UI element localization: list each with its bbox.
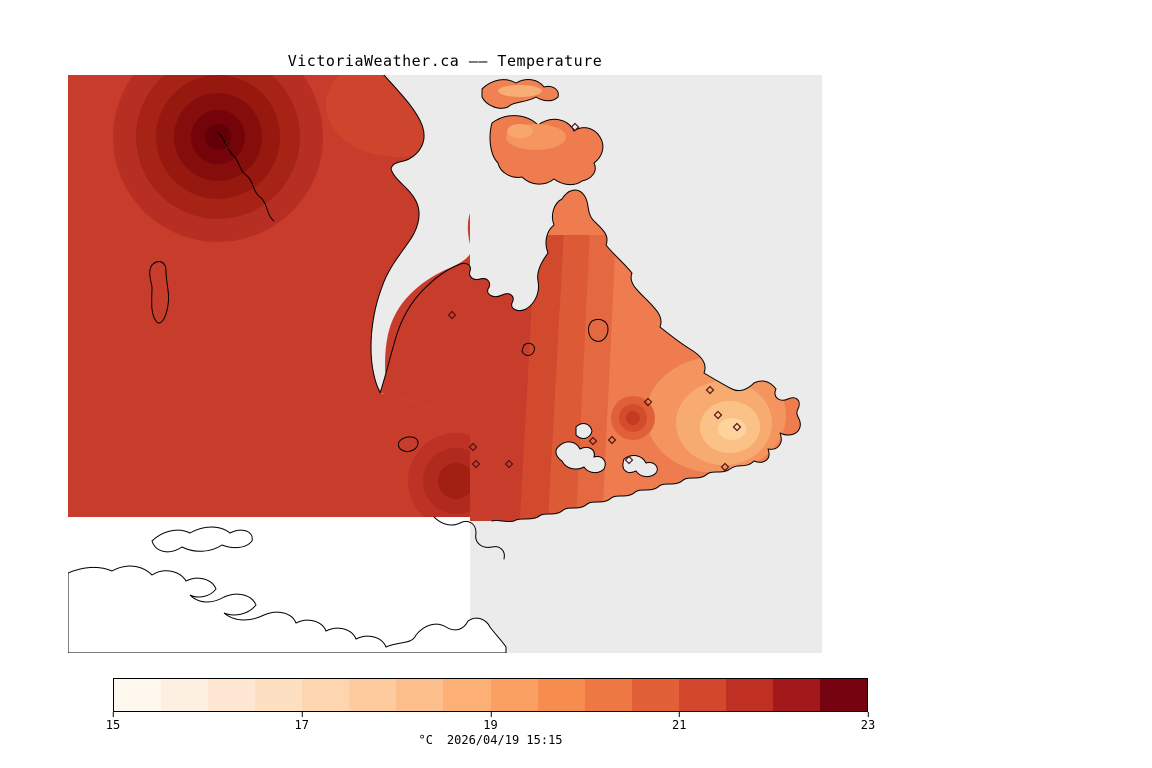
units-label: °C — [418, 733, 433, 747]
lake-outline — [149, 261, 170, 324]
station-diamond-icon — [607, 435, 617, 445]
hotspot-contours — [113, 75, 323, 242]
station-diamond-icon — [223, 140, 233, 150]
light-temperature-patch — [718, 418, 746, 440]
station-diamond-icon — [713, 410, 723, 420]
colorbar-cell — [161, 679, 209, 711]
station-diamond-icon — [468, 442, 478, 452]
colorbar-cell — [678, 679, 726, 711]
contour-ring — [438, 463, 470, 499]
contour-ring — [205, 124, 231, 150]
bottom-landmass-outline — [68, 565, 507, 653]
contour-band — [520, 235, 564, 522]
colorbar-tick-label: 21 — [672, 712, 687, 732]
station-diamond-icon — [624, 455, 634, 465]
temperature-map — [68, 75, 822, 653]
colorbar-tick-label: 23 — [860, 712, 876, 732]
colorbar-cell — [208, 679, 256, 711]
station-diamond-icon — [471, 459, 481, 469]
colorbar-cell — [349, 679, 397, 711]
harbour-water — [555, 441, 606, 474]
colorbar-tick-row: 15 17 19 21 23 — [106, 712, 875, 732]
coastline-west-shore — [370, 75, 425, 393]
light-temperature-patch — [507, 124, 533, 138]
island-outline — [151, 526, 253, 553]
station-diamond-icon — [504, 459, 514, 469]
colorbar-cell — [255, 679, 303, 711]
coastline-segment — [433, 516, 505, 560]
colorbar-cell — [396, 679, 444, 711]
coastline-peninsula — [379, 189, 801, 523]
colorbar: 15 17 19 21 23 °C 2026/04/19 15:15 — [106, 678, 875, 747]
colorbar-caption: °C 2026/04/19 15:15 — [113, 733, 868, 747]
colorbar-cell — [443, 679, 491, 711]
station-diamond-icon — [570, 122, 580, 132]
lake-outline — [588, 318, 609, 342]
river-line — [217, 132, 233, 154]
mini-hotspot-contours — [611, 396, 655, 440]
colorbar-cell — [631, 679, 679, 711]
colorbar-cell — [819, 679, 867, 711]
station-diamond-icon — [705, 385, 715, 395]
colorbar-tick-label: 19 — [483, 712, 498, 732]
station-diamond-icon — [643, 397, 653, 407]
colorbar-cell — [114, 679, 162, 711]
station-diamond-icon — [732, 422, 742, 432]
station-markers — [223, 122, 742, 472]
river-line — [229, 152, 275, 222]
inlet-water — [371, 75, 500, 395]
timestamp-label: 2026/04/19 15:15 — [446, 733, 563, 747]
colorbar-cell — [584, 679, 632, 711]
colorbar-cell — [490, 679, 538, 711]
light-temperature-patch — [498, 85, 542, 97]
colorbar-tick-label: 15 — [105, 712, 121, 732]
station-diamond-icon — [720, 462, 730, 472]
colorbar-tick-label: 17 — [294, 712, 309, 732]
lake-outline — [397, 436, 419, 452]
lake-outline — [521, 342, 535, 356]
secondary-hotspot-contours — [408, 433, 470, 517]
colorbar-cell — [302, 679, 350, 711]
station-diamond-icon — [588, 436, 598, 446]
harbour-water — [575, 423, 593, 439]
colorbar-cell — [537, 679, 585, 711]
page-title: VictoriaWeather.ca —— Temperature — [287, 52, 603, 70]
colorbar-cell — [772, 679, 820, 711]
colorbar-gradient — [113, 678, 868, 712]
contour-ring — [626, 411, 640, 425]
station-diamond-icon — [447, 310, 457, 320]
colorbar-cell — [725, 679, 773, 711]
